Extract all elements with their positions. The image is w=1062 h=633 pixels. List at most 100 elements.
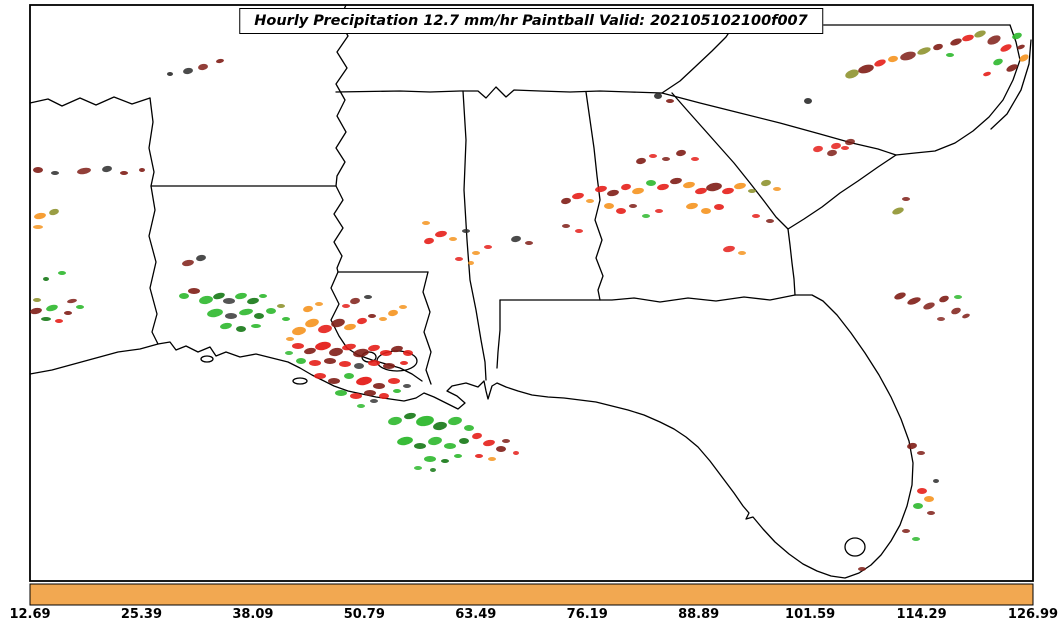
paintball-blob xyxy=(67,298,77,304)
paintball-blob xyxy=(752,214,760,218)
paintball-blob xyxy=(924,496,934,502)
paintball-blob xyxy=(562,224,570,228)
paintball-blob xyxy=(939,295,949,303)
paintball-blob xyxy=(575,229,583,233)
paintball-blob xyxy=(1000,44,1012,52)
paintball-blob xyxy=(902,197,910,201)
paintball-blob xyxy=(448,416,462,426)
paintball-blob xyxy=(636,157,646,165)
ga-sc-border xyxy=(671,92,789,230)
paintball-blob xyxy=(379,393,389,399)
paintball-blob xyxy=(831,142,841,150)
paintball-blob xyxy=(738,251,746,255)
title-box: Hourly Precipitation 12.7 mm/hr Paintbal… xyxy=(239,8,823,34)
paintball-blob xyxy=(368,360,380,366)
paintball-blob xyxy=(962,34,974,42)
paintball-blob xyxy=(604,203,614,209)
paintball-blob xyxy=(139,168,145,172)
paintball-blob xyxy=(344,323,356,331)
paintball-blob xyxy=(923,302,935,310)
colorbar-tick-label: 63.49 xyxy=(455,607,497,622)
fl-al-border xyxy=(496,299,501,369)
colorbar-tick-label: 126.99 xyxy=(1007,607,1059,622)
paintball-blob xyxy=(379,317,387,321)
paintball-blob xyxy=(344,373,354,379)
paintball-blob xyxy=(950,38,962,46)
paintball-blob xyxy=(841,146,849,150)
colorbar xyxy=(29,583,1034,606)
tx-la-border xyxy=(148,97,159,345)
paintball-blob xyxy=(30,307,42,315)
paintball-blob xyxy=(286,337,294,341)
paintball-blob xyxy=(632,187,644,195)
paintball-blob xyxy=(357,317,367,325)
tn-south-border xyxy=(335,86,663,99)
paintball-blob xyxy=(259,294,267,298)
paintball-blob xyxy=(649,154,657,158)
paintball-blob xyxy=(364,295,372,299)
paintball-blob xyxy=(444,443,456,449)
paintball-blob xyxy=(513,451,519,455)
paintball-blob xyxy=(917,451,925,455)
paintball-blob xyxy=(342,343,356,351)
paintball-blob xyxy=(937,317,945,321)
paintball-blob xyxy=(496,446,506,452)
paintball-blob xyxy=(356,376,372,386)
nc-sc-border xyxy=(661,92,897,156)
paintball-blob xyxy=(370,399,378,403)
paintball-layer xyxy=(30,30,1029,571)
paintball-blob xyxy=(892,207,904,215)
paintball-blob xyxy=(670,177,682,185)
paintball-blob xyxy=(488,457,496,461)
paintball-blob xyxy=(397,436,413,446)
paintball-blob xyxy=(595,185,607,193)
paintball-blob xyxy=(874,59,886,67)
paintball-blob xyxy=(120,171,128,175)
paintball-blob xyxy=(414,466,422,470)
map-frame xyxy=(29,4,1034,582)
paintball-blob xyxy=(399,305,407,309)
paintball-blob xyxy=(433,421,447,431)
paintball-blob xyxy=(251,324,261,328)
paintball-blob xyxy=(353,348,369,358)
paintball-blob xyxy=(235,292,247,300)
paintball-blob xyxy=(309,360,321,366)
paintball-blob xyxy=(858,64,874,74)
map-title: Hourly Precipitation 12.7 mm/hr Paintbal… xyxy=(254,13,808,29)
paintball-blob xyxy=(472,251,480,255)
paintball-blob xyxy=(414,443,426,449)
ga-al-border xyxy=(585,91,604,301)
paintball-blob xyxy=(220,322,232,330)
paintball-blob xyxy=(196,254,206,262)
paintball-blob xyxy=(315,302,323,306)
paintball-blob xyxy=(804,98,812,104)
paintball-blob xyxy=(292,343,304,349)
paintball-blob xyxy=(845,138,855,146)
lower-mississippi-river xyxy=(330,271,423,382)
paintball-blob xyxy=(695,187,707,195)
paintball-blob xyxy=(462,229,470,233)
paintball-blob xyxy=(350,297,360,305)
paintball-blob xyxy=(441,459,449,463)
paintball-blob xyxy=(629,204,637,208)
paintball-blob xyxy=(657,183,669,191)
paintball-blob xyxy=(350,393,362,399)
paintball-blob xyxy=(33,225,43,229)
paintball-blob xyxy=(946,53,954,57)
paintball-blob xyxy=(182,259,194,267)
fl-ga-border xyxy=(499,294,796,303)
paintball-blob xyxy=(380,350,392,356)
paintball-blob xyxy=(34,212,46,220)
paintball-blob xyxy=(198,63,208,71)
paintball-blob xyxy=(586,199,594,203)
paintball-blob xyxy=(391,345,403,353)
sc-coast xyxy=(787,154,897,230)
state-borders xyxy=(29,4,1032,579)
paintball-blob xyxy=(364,390,376,396)
pearl-river xyxy=(422,271,432,385)
paintball-blob xyxy=(907,442,917,450)
mississippi-river xyxy=(333,4,349,273)
colorbar-tick-label: 50.79 xyxy=(343,607,385,622)
